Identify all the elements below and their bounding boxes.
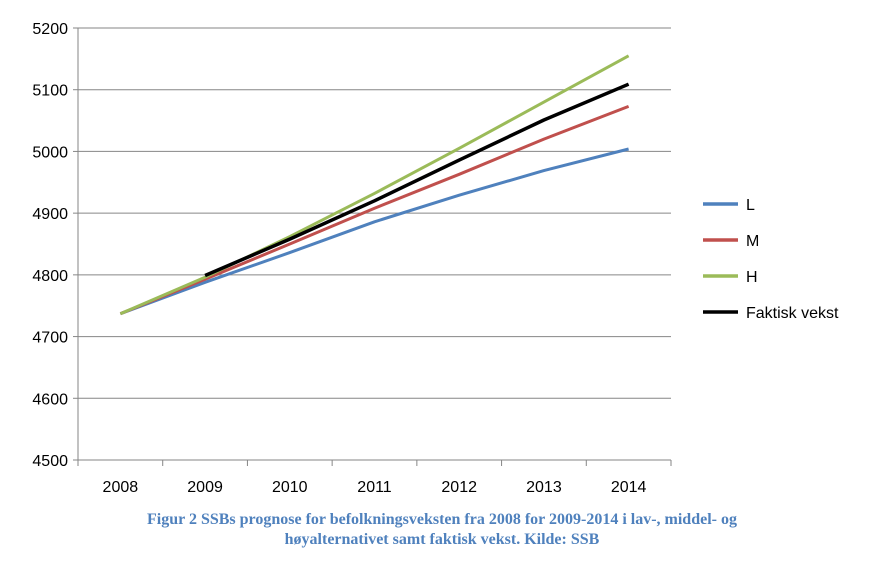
caption-line-1: Figur 2 SSBs prognose for befolkningsvek… (147, 511, 737, 528)
y-tick-label: 4900 (32, 206, 68, 223)
y-tick-label: 4800 (32, 268, 68, 285)
y-tick-label: 4700 (32, 330, 68, 347)
y-tick-label: 5100 (32, 83, 68, 100)
x-tick-label: 2014 (611, 479, 647, 496)
legend-label: H (746, 269, 758, 286)
legend-label: L (746, 197, 755, 214)
y-tick-label: 5000 (32, 144, 68, 161)
x-tick-label: 2010 (272, 479, 308, 496)
y-tick-label: 4500 (32, 453, 68, 470)
legend-label: M (746, 233, 759, 250)
y-tick-label: 5200 (32, 21, 68, 38)
series-line-m (119, 105, 630, 316)
x-tick-label: 2013 (526, 479, 562, 496)
legend-label: Faktisk vekst (746, 305, 839, 322)
x-tick-label: 2011 (357, 479, 392, 496)
y-tick-label: 4600 (32, 391, 68, 408)
x-tick-label: 2012 (441, 479, 477, 496)
figure-caption: Figur 2 SSBs prognose for befolkningsvek… (0, 510, 884, 550)
series-line-l (119, 147, 629, 316)
series-line-faktisk-vekst (204, 82, 630, 278)
x-tick-label: 2009 (187, 479, 223, 496)
caption-line-2: høyalternativet samt faktisk vekst. Kild… (284, 531, 600, 548)
line-chart: 4500 4600 4700 4800 4900 5000 5100 5200 2008 2009… (32, 21, 839, 496)
x-tick-label: 2008 (103, 479, 139, 496)
